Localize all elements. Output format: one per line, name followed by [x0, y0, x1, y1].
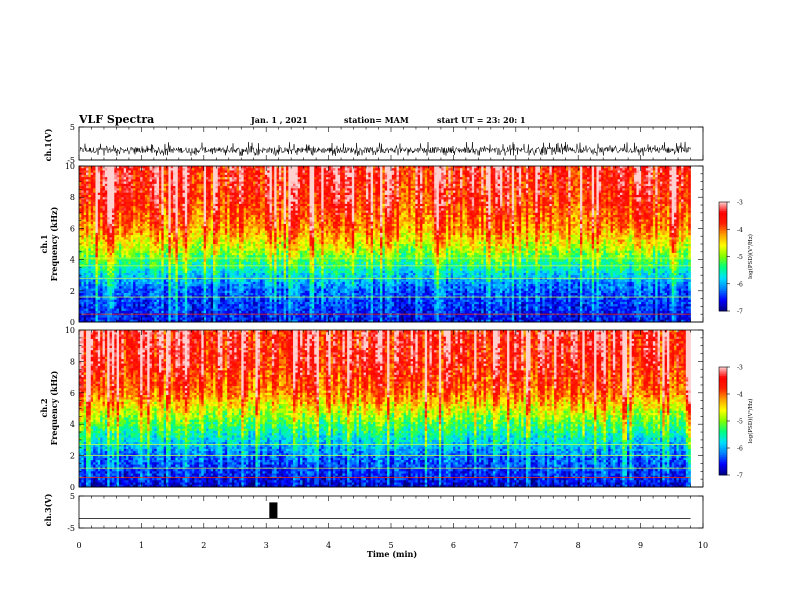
- y-tick-label: 10: [65, 326, 75, 335]
- x-tick-label: 6: [451, 541, 456, 550]
- x-tick-label: 1: [139, 541, 144, 550]
- date-label: Jan. 1 , 2021: [250, 115, 308, 125]
- y-tick-label: 5: [70, 123, 75, 132]
- y-tick-label: 8: [70, 193, 75, 202]
- y-tick-label: 2: [70, 452, 75, 461]
- x-tick-label: 8: [576, 541, 581, 550]
- y-tick-label: 4: [70, 420, 75, 429]
- x-tick-label: 4: [326, 541, 331, 550]
- colorbar-label: log(PSD)(V²/Hz): [747, 234, 754, 279]
- colorbar-tick-label: -5: [737, 419, 743, 426]
- y-tick-label: 8: [70, 357, 75, 366]
- y-tick-label: -5: [67, 524, 75, 533]
- spec1-channel-label: ch.1: [39, 234, 49, 253]
- station-label: station= MAM: [344, 115, 409, 125]
- ch2-spectrogram-panel: 10 8 6 4 2 0: [65, 326, 703, 492]
- figure-title: VLF Spectra: [78, 113, 154, 126]
- colorbar-1: -3 -4 -5 -6 -7 log(PSD)(V²/Hz): [719, 200, 754, 316]
- colorbar-label: log(PSD)(V²/Hz): [747, 399, 754, 444]
- y-tick-label: 5: [70, 492, 75, 501]
- colorbar-tick-label: -5: [737, 254, 743, 261]
- x-tick-label: 7: [513, 541, 518, 550]
- x-tick-label: 3: [264, 541, 269, 550]
- colorbar-tick-label: -4: [737, 227, 743, 234]
- colorbar-tick-label: -6: [737, 281, 743, 288]
- colorbar-tick-label: -7: [737, 309, 743, 316]
- spec2-spectrogram-cells: [79, 330, 691, 487]
- spec1-spectrogram-cells: [79, 166, 691, 322]
- y-tick-label: 2: [70, 287, 75, 296]
- y-tick-label: 0: [70, 483, 75, 492]
- colorbar-tick-label: -7: [737, 473, 743, 480]
- y-tick-label: 10: [65, 162, 75, 171]
- y-tick-label: 6: [70, 224, 75, 233]
- colorbar-tick-label: -6: [737, 446, 743, 453]
- ch3-pulse: [269, 502, 277, 518]
- time-axis-label: Time (min): [367, 549, 417, 559]
- colorbar-tick-label: -4: [737, 392, 743, 399]
- x-tick-label: 10: [698, 541, 708, 550]
- y-tick-label: 6: [70, 389, 75, 398]
- ch1-waveform-panel: 5-5: [67, 123, 703, 165]
- x-tick-label: 0: [76, 541, 81, 550]
- ch3-waveform-panel: 5 -5: [67, 492, 703, 533]
- spec2-ylabel: Frequency (kHz): [49, 370, 59, 445]
- x-tick-label: 9: [638, 541, 643, 550]
- start-time-label: start UT = 23: 20: 1: [437, 115, 526, 125]
- x-tick-label: 2: [201, 541, 206, 550]
- spec1-ylabel: Frequency (kHz): [49, 206, 59, 281]
- y-tick-label: 4: [70, 256, 75, 265]
- ch1-waveform-ylabel: ch.1(V): [43, 128, 53, 161]
- ch3-waveform-ylabel: ch.3(V): [43, 493, 53, 526]
- spec2-channel-label: ch.2: [39, 398, 49, 417]
- colorbar-tick-label: -3: [737, 365, 743, 372]
- colorbar-2: -3 -4 -5 -6 -7 log(PSD)(V²/Hz): [719, 365, 754, 480]
- colorbar-tick-label: -3: [737, 200, 743, 207]
